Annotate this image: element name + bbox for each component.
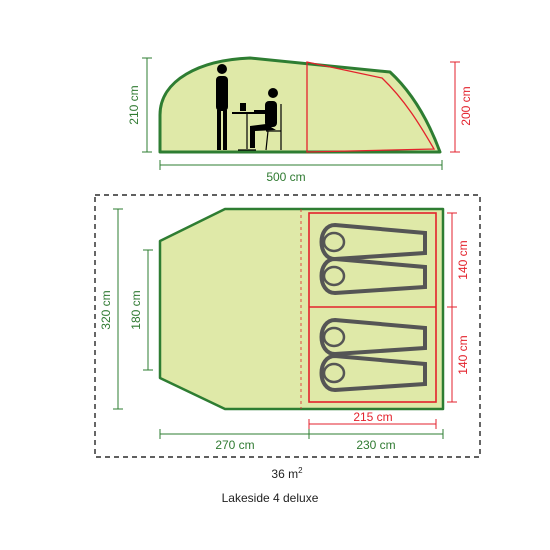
bedroom-side-outline: [306, 61, 436, 153]
floor-area-label: 36 m2: [271, 466, 303, 481]
side-width-label: 500 cm: [266, 170, 305, 184]
sleeping-bag-3: [319, 317, 427, 357]
sitting-person-icon: [250, 88, 282, 151]
bottom-width-dimensions: 270 cm 230 cm: [159, 429, 444, 452]
total-depth-dimension: 320 cm: [99, 208, 123, 410]
bedroom-section-2-dimension: 140 cm: [447, 307, 470, 403]
bedroom-section-1-label: 140 cm: [456, 240, 470, 279]
sleeping-bag-2: [319, 256, 427, 296]
living-depth-dimension: 180 cm: [129, 249, 153, 371]
sleeping-bag-1: [319, 222, 427, 262]
living-depth-label: 180 cm: [129, 290, 143, 329]
product-name: Lakeside 4 deluxe: [222, 491, 319, 505]
side-view: 500 cm 210 cm 200 cm: [127, 56, 473, 184]
bedroom-width-label: 215 cm: [353, 410, 392, 424]
living-width-label: 270 cm: [215, 438, 254, 452]
bedroom-height-dimension: 200 cm: [450, 61, 473, 153]
bedroom-section-1-dimension: 140 cm: [447, 212, 470, 308]
bedroom-total-width-label: 230 cm: [356, 438, 395, 452]
bedroom-height-label: 200 cm: [459, 86, 473, 125]
tent-side-profile: [158, 56, 442, 154]
standing-person-icon: [216, 64, 228, 150]
floor-area-boundary: [94, 194, 481, 458]
floor-plan: 320 cm 180 cm 140 cm 140 cm 215 cm: [94, 194, 481, 458]
total-depth-label: 320 cm: [99, 290, 113, 329]
side-height-label: 210 cm: [127, 85, 141, 124]
side-height-dimension: 210 cm: [127, 57, 152, 153]
side-width-dimension: 500 cm: [159, 160, 443, 184]
bedroom-width-dimension: 215 cm: [308, 410, 437, 429]
table-icon: [232, 103, 262, 151]
bedroom-section-2-label: 140 cm: [456, 335, 470, 374]
sleeping-bag-4: [319, 353, 427, 393]
